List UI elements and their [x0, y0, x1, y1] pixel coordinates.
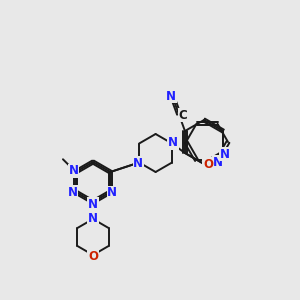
Text: N: N — [88, 197, 98, 211]
Text: N: N — [168, 136, 178, 149]
Text: O: O — [203, 158, 213, 170]
Text: N: N — [88, 212, 98, 224]
Text: N: N — [220, 148, 230, 160]
Text: N: N — [68, 185, 78, 199]
Text: C: C — [178, 109, 187, 122]
Text: N: N — [166, 90, 176, 103]
Text: N: N — [107, 187, 117, 200]
Text: N: N — [212, 156, 223, 169]
Text: O: O — [88, 250, 98, 263]
Text: N: N — [69, 164, 79, 178]
Text: N: N — [133, 157, 143, 170]
